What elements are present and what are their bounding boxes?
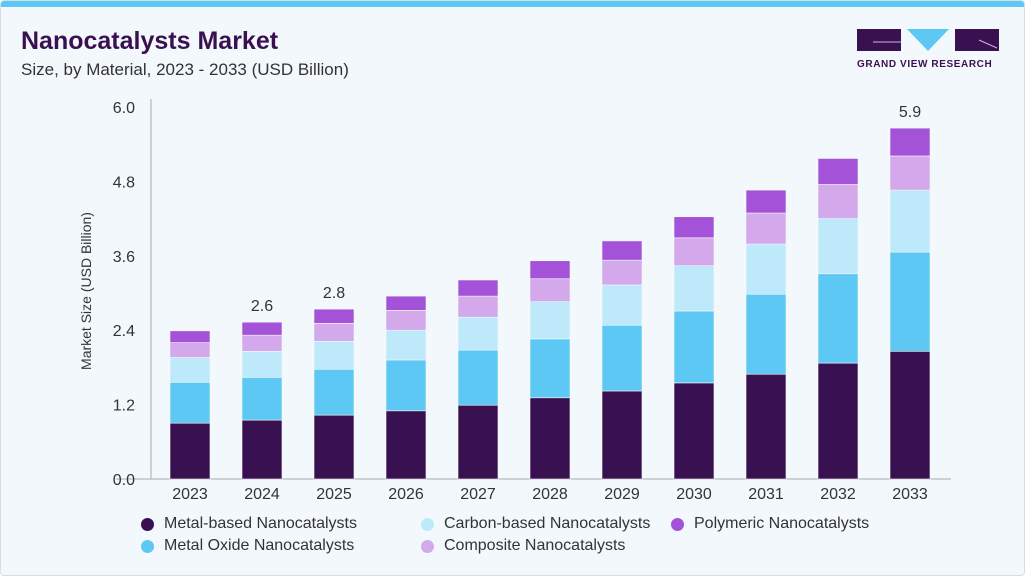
legend-swatch [141,517,154,531]
bar-segment-3 [529,278,571,302]
legend-label: Composite Nanocatalysts [444,537,626,554]
legend-item: Metal Oxide Nanocatalysts [141,537,354,555]
bar-segment-1 [313,368,355,416]
bar-segment-0 [673,382,715,480]
bar-segment-2 [385,329,427,361]
bar-segment-1 [385,359,427,412]
y-tick-label: 4.8 [113,174,135,191]
x-tick-label: 2025 [316,486,352,503]
legend-item: Metal-based Nanocatalysts [141,515,357,533]
bar-segment-3 [457,295,499,318]
bar-segment-4 [745,189,787,214]
bar-segment-2 [313,341,355,370]
bar-segment-0 [529,397,571,480]
x-tick-label: 2030 [676,486,712,503]
top-accent-bar [1,1,1024,7]
legend-swatch [421,539,434,553]
bar-segment-1 [889,251,931,352]
bar-segment-3 [673,237,715,267]
bar-segment-1 [169,381,211,424]
bar-segment-0 [745,373,787,480]
chart-subtitle: Size, by Material, 2023 - 2033 (USD Bill… [21,60,349,79]
bar-segment-1 [601,324,643,392]
legend-item: Polymeric Nanocatalysts [671,515,869,533]
x-tick-label: 2029 [604,486,640,503]
bar-segment-2 [745,243,787,295]
legend-label: Carbon-based Nanocatalysts [444,515,651,532]
x-tick-label: 2027 [460,486,496,503]
bar-segment-3 [601,259,643,286]
x-tick-label: 2032 [820,486,856,503]
bar-segment-4 [673,216,715,239]
bar-segment-4 [241,321,283,336]
chart-title: Nanocatalysts Market [21,27,279,55]
bar-segment-0 [169,422,211,480]
data-label: 5.9 [899,104,921,121]
bar-segment-1 [241,377,283,421]
x-tick-label: 2024 [244,486,280,503]
bar-segment-2 [241,350,283,378]
bar-segment-1 [673,310,715,384]
x-tick-label: 2023 [172,486,208,503]
stacked-bar-chart: 0.0 1.2 2.4 3.6 4.8 6.0 Market Size (USD Billi… [78,99,951,503]
y-tick-label: 2.4 [113,323,135,340]
bar-segment-1 [745,293,787,375]
bar-segment-1 [457,349,499,406]
bar-segment-3 [385,310,427,331]
y-tick-label: 3.6 [113,249,135,266]
bar-segment-4 [457,279,499,297]
bar-segment-2 [457,316,499,351]
bar-segment-1 [529,338,571,399]
y-tick-label: 0.0 [113,472,135,489]
y-axis-label: Market Size (USD Billion) [78,212,94,370]
bar-segment-2 [817,218,859,275]
bar-segment-4 [313,308,355,324]
bar-segment-3 [241,334,283,352]
legend-label: Polymeric Nanocatalysts [694,515,870,532]
bar-segment-3 [817,184,859,219]
x-tick-label: 2033 [892,486,928,503]
bar-segment-1 [817,273,859,364]
bar-segment-3 [313,323,355,342]
bar-segment-3 [745,212,787,245]
legend-swatch [671,517,684,531]
legend-swatch [141,539,154,553]
legend-label: Metal Oxide Nanocatalysts [164,537,355,554]
bar-segment-2 [601,284,643,326]
bar-segment-0 [385,410,427,480]
logo-text: GRAND VIEW RESEARCH [857,59,993,70]
gvr-logo-mark [857,29,999,51]
bar-segment-4 [169,330,211,343]
bar-segment-2 [673,265,715,312]
data-label: 2.6 [251,298,273,315]
x-tick-label: 2031 [748,486,784,503]
data-label: 2.8 [323,285,345,302]
bar-segment-0 [457,404,499,480]
bar-segment-0 [817,362,859,480]
y-tick-label: 1.2 [113,398,135,415]
legend-swatch [421,517,434,531]
legend-item: Carbon-based Nanocatalysts [421,515,650,533]
bar-segment-2 [529,301,571,340]
bar-segment-3 [169,342,211,358]
bar-segment-4 [529,260,571,280]
bar-segment-0 [889,350,931,480]
bar-segment-4 [817,158,859,185]
legend-item: Composite Nanocatalysts [421,537,625,555]
x-tick-label: 2026 [388,486,424,503]
bar-segment-4 [601,240,643,261]
bar-segment-2 [889,189,931,253]
bar-segment-0 [313,414,355,480]
bar-segment-3 [889,155,931,191]
bar-segment-2 [169,357,211,383]
y-tick-label: 6.0 [113,100,135,117]
legend-label: Metal-based Nanocatalysts [164,515,357,532]
bar-segment-4 [889,127,931,157]
bar-segment-0 [241,419,283,480]
bar-segment-0 [601,390,643,480]
bar-segment-4 [385,295,427,311]
x-tick-label: 2028 [532,486,568,503]
